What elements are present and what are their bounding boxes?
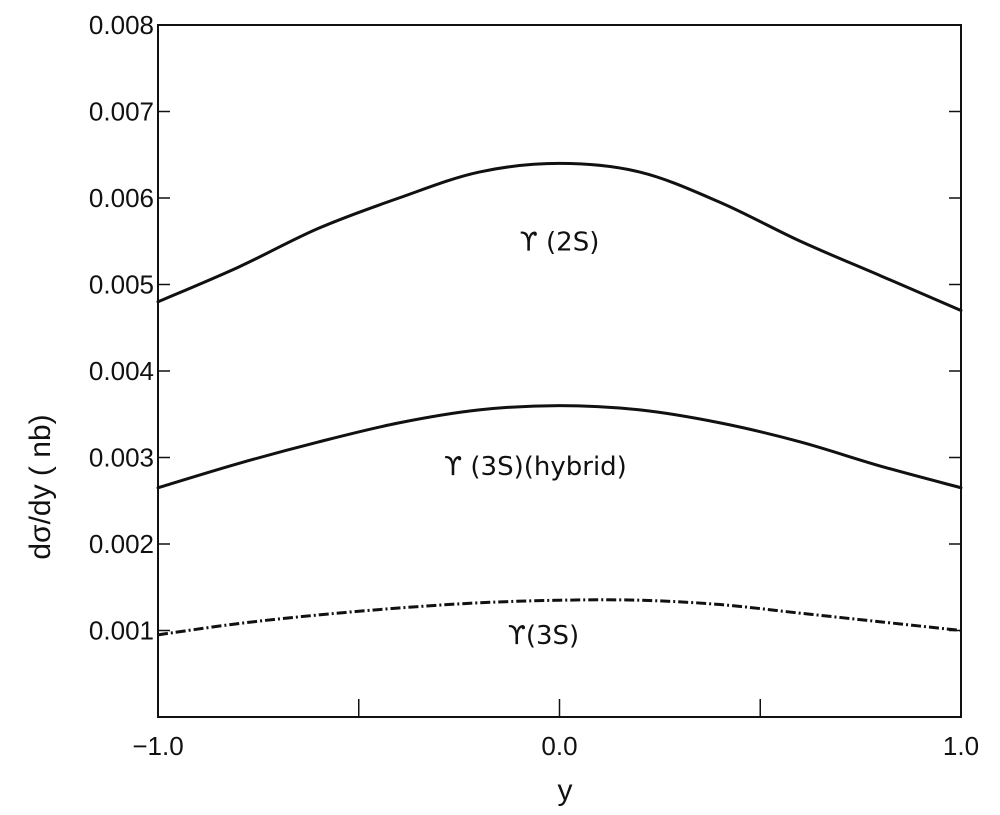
y-tick-label: 0.006 <box>89 183 154 213</box>
x-axis-label: y <box>558 774 573 807</box>
x-axis-ticks: −1.0 0.0 1.0 <box>132 699 979 761</box>
y-axis-label: dσ/dy ( nb) <box>24 414 57 559</box>
series-line-1 <box>156 161 963 312</box>
series-line-3 <box>157 598 962 637</box>
series-label-1: ϒ (2S) <box>520 227 600 257</box>
x-tick-label: −1.0 <box>132 731 183 761</box>
y-tick-label: 0.003 <box>89 443 154 473</box>
plot-frame <box>157 24 962 718</box>
annotations-group: ϒ (2S) ϒ (3S)(hybrid) ϒ(3S) <box>444 227 627 651</box>
series-label-3: ϒ(3S) <box>508 621 580 651</box>
y-tick-label: 0.008 <box>89 10 154 40</box>
series-line-2 <box>156 404 963 490</box>
y-tick-label: 0.002 <box>89 529 154 559</box>
y-tick-label: 0.005 <box>89 270 154 300</box>
series-group <box>156 161 963 637</box>
y-axis-ticks: 0.001 0.002 0.003 0.004 0.005 0.006 0.007 0.008 <box>89 10 961 646</box>
y-tick-label: 0.007 <box>89 97 154 127</box>
series-label-2: ϒ (3S)(hybrid) <box>444 452 627 482</box>
x-tick-label: 0.0 <box>541 731 577 761</box>
y-tick-label: 0.001 <box>89 616 154 646</box>
x-tick-label: 1.0 <box>943 731 979 761</box>
y-tick-label: 0.004 <box>89 356 154 386</box>
